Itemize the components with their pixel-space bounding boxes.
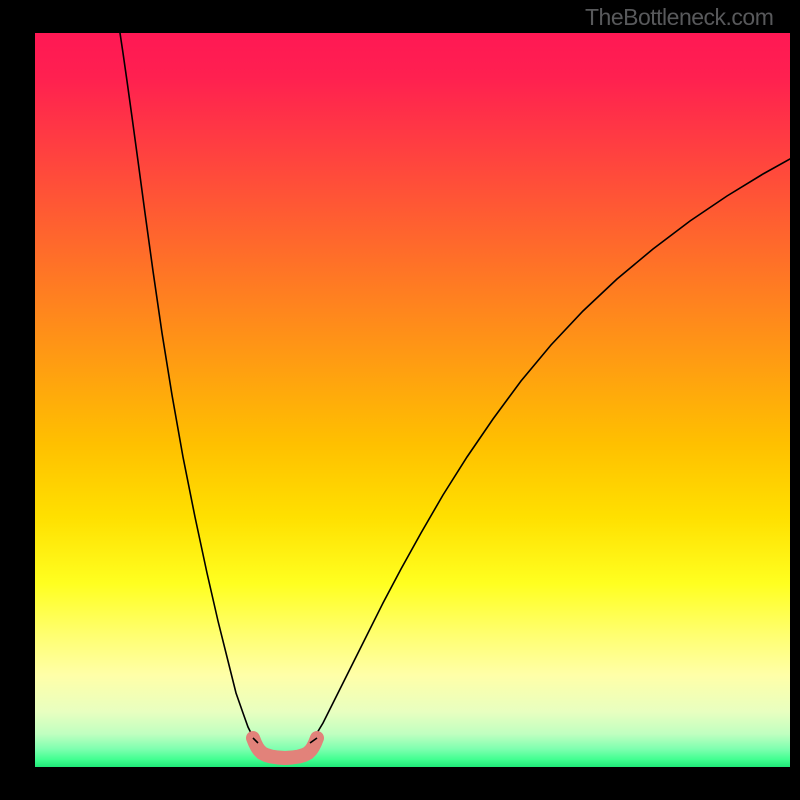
watermark-text: TheBottleneck.com <box>585 4 773 31</box>
gradient-background <box>35 33 790 767</box>
plot-svg <box>35 33 790 767</box>
plot-area <box>35 33 790 767</box>
